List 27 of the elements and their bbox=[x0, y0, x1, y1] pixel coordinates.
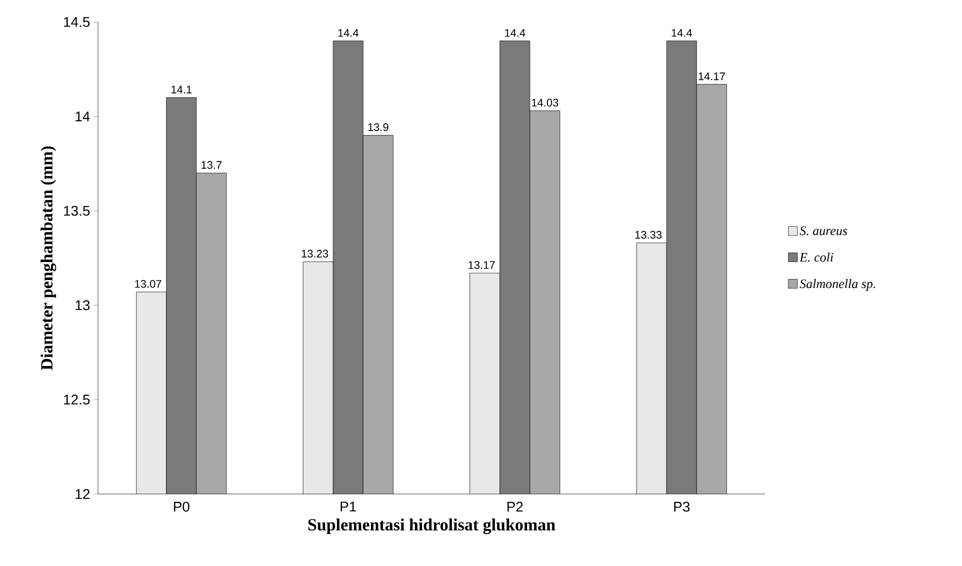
legend-label: S. aureus bbox=[800, 226, 848, 236]
y-tick-label: 14.5 bbox=[64, 17, 90, 27]
legend-label: E. coli bbox=[799, 252, 834, 262]
y-tick-label: 12 bbox=[76, 489, 90, 499]
data-label: 14.4 bbox=[338, 29, 359, 37]
data-label: 14.03 bbox=[532, 98, 558, 107]
y-tick-label: 13.5 bbox=[64, 206, 90, 216]
data-label: 13.23 bbox=[302, 250, 328, 258]
x-tick-label: P2 bbox=[507, 502, 523, 512]
data-label: 13.9 bbox=[368, 123, 388, 132]
data-label: 14.1 bbox=[172, 86, 192, 94]
x-tick-label: P0 bbox=[174, 502, 190, 512]
y-tick-label: 14 bbox=[76, 112, 90, 122]
legend-label: Salmonella sp. bbox=[800, 279, 875, 291]
y-tick-label: 13 bbox=[76, 300, 90, 310]
data-label: 14.4 bbox=[672, 29, 692, 37]
data-label: 14.4 bbox=[505, 29, 526, 37]
x-axis-title: Suplementasi hidrolisat glukoman bbox=[308, 518, 556, 534]
y-axis-title: Diameter penghambatan (mm) bbox=[40, 146, 56, 370]
x-tick-label: P1 bbox=[340, 502, 356, 512]
data-label: 14.17 bbox=[698, 72, 725, 80]
data-label: 13.7 bbox=[202, 161, 222, 169]
x-tick-label: P3 bbox=[674, 502, 690, 512]
data-label: 13.17 bbox=[468, 261, 495, 269]
data-label: 13.33 bbox=[635, 230, 662, 239]
data-label: 13.07 bbox=[135, 280, 162, 288]
y-tick-label: 12.5 bbox=[64, 394, 90, 405]
